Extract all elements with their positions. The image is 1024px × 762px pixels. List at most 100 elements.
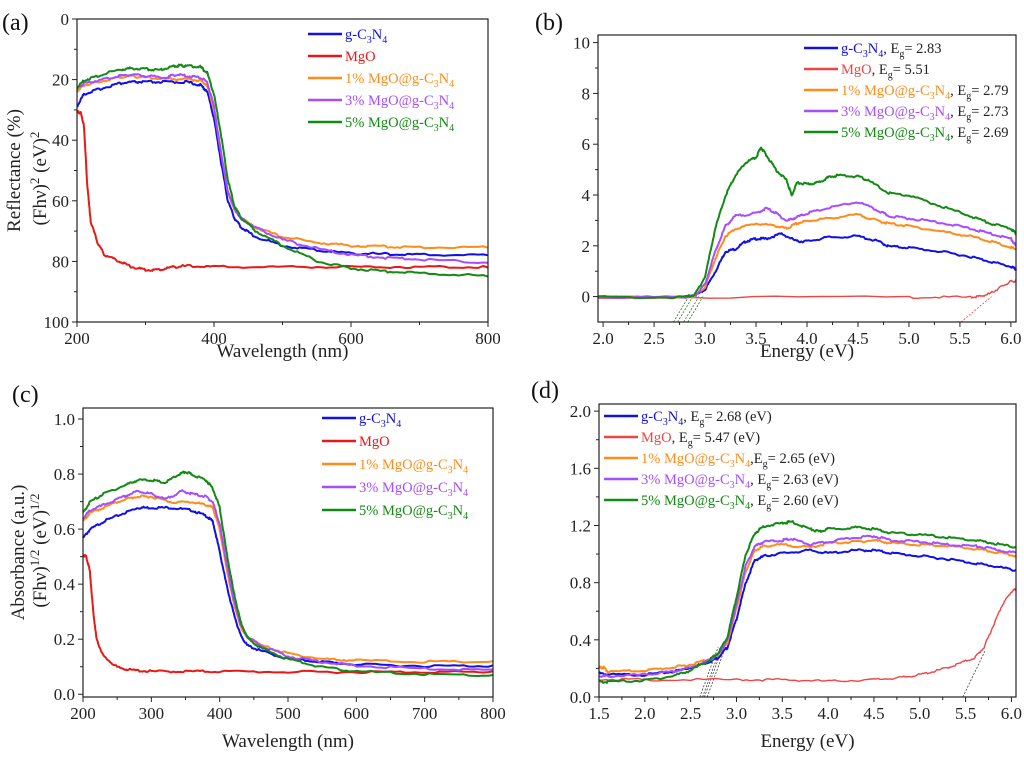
series-line-g-C3N4 (82, 505, 494, 669)
panel-label: (b) (535, 10, 563, 36)
tangent-line (706, 646, 726, 698)
legend-label: MgO, Eg= 5.47 (eV) (641, 430, 760, 449)
y-tick-label: 100 (44, 313, 70, 332)
panel-d: (d) 1.5 2.0 2.5 3.0 3.5 4.0 4.5 5.0 5.5 6.0 0.0 0.4 0… (27, 378, 1023, 752)
tangent-line (704, 646, 724, 698)
x-tick-label: 200 (70, 704, 96, 723)
y-tick-label: 20 (52, 71, 69, 90)
panel-b: (b) 2.0 2.5 3.0 3.5 4.0 4.5 5.0 5.5 6.0 0 2 4 6 8 10 Ene… (27, 10, 1022, 362)
series-line-3--MgO-g-C3N4 (597, 201, 1017, 299)
panel-c: (c) 200 300 400 500 600 700 800 0.0 0.2 0.4 0.6 0.8 1… (8, 382, 506, 752)
x-tick-label: 200 (64, 329, 90, 348)
y-tick-label: 80 (52, 252, 69, 271)
series-line-5--MgO-g-C3N4 (597, 146, 1017, 300)
x-tick-label: 2.0 (592, 329, 613, 348)
series-line-1--MgO-g-C3N4 (82, 494, 494, 664)
series-line-MgO (598, 588, 1017, 683)
legend-item: g-C3N4, Eg= 2.68 (eV) (604, 409, 772, 428)
series-line-g-C3N4 (597, 232, 1017, 300)
series-line-MgO (76, 110, 489, 272)
series-line-g-C3N4 (598, 548, 1017, 677)
y-tick-label: 0 (61, 10, 70, 29)
x-tick-label: 1.5 (588, 704, 609, 723)
y-tick-label: 4 (582, 186, 591, 205)
x-tick-label: 600 (344, 704, 370, 723)
legend-item: g-C3N4 (308, 27, 387, 46)
legend-label: 5% MgO@g-C3N4, Eg= 2.69 (841, 125, 1008, 144)
legend-label: g-C3N4, Eg= 2.83 (841, 41, 942, 60)
legend-label: 1% MgO@g-C3N4 (359, 457, 468, 476)
y-tick-label: 0.2 (54, 630, 75, 649)
series-line-5--MgO-g-C3N4 (598, 520, 1017, 684)
y-axis-label: Absorbance (a.u.) (8, 485, 29, 621)
series-line-MgO (597, 279, 1017, 299)
x-tick-label: 3.5 (745, 329, 766, 348)
legend-item: 5% MgO@g-C3N4 (308, 115, 454, 134)
legend-item: g-C3N4 (322, 411, 401, 430)
panel-label: (a) (2, 10, 29, 36)
tangent-line (699, 646, 719, 698)
series-line-1--MgO-g-C3N4 (597, 212, 1017, 300)
legend-label: 1% MgO@g-C3N4, Eg= 2.79 (841, 83, 1008, 102)
tangent-line (673, 296, 690, 323)
tangent-line (702, 646, 722, 698)
legend-label: 1% MgO@g-C3N4,Eg= 2.65 (eV) (641, 451, 835, 470)
legend-item: 1% MgO@g-C3N4 (308, 71, 454, 90)
legend-item: 1% MgO@g-C3N4, Eg= 2.79 (804, 83, 1008, 102)
legend-label: 1% MgO@g-C3N4 (345, 71, 454, 90)
tangent-line (683, 296, 700, 323)
legend-label: 3% MgO@g-C3N4 (345, 93, 454, 112)
series-line-5--MgO-g-C3N4 (76, 63, 489, 278)
y-tick-label: 6 (582, 135, 591, 154)
y-tick-label: 10 (573, 34, 590, 53)
y-tick-label: 2.0 (570, 402, 591, 421)
legend-item: MgO (308, 49, 376, 65)
x-tick-label: 300 (139, 704, 165, 723)
legend-item: 5% MgO@g-C3N4 (322, 503, 468, 522)
x-tick-label: 700 (412, 704, 438, 723)
x-tick-label: 5.5 (955, 704, 976, 723)
legend-label: MgO (359, 434, 390, 450)
legend-item: 1% MgO@g-C3N4 (322, 457, 468, 476)
x-tick-label: 600 (338, 329, 364, 348)
x-tick-label: 800 (480, 704, 506, 723)
legend-label: 5% MgO@g-C3N4, Eg= 2.60 (eV) (641, 493, 839, 512)
legend-item: 3% MgO@g-C3N4, Eg= 2.63 (eV) (604, 472, 839, 491)
legend-label: 5% MgO@g-C3N4 (345, 115, 454, 134)
tangent-line (677, 296, 694, 323)
y-axis-label: (Fhν)1/2 (eV)1/2 (27, 493, 52, 607)
legend-label: 5% MgO@g-C3N4 (359, 503, 468, 522)
legend-label: g-C3N4, Eg= 2.68 (eV) (641, 409, 772, 428)
legend-item: 5% MgO@g-C3N4, Eg= 2.60 (eV) (604, 493, 839, 512)
tangent-line (962, 651, 986, 698)
y-tick-label: 1.2 (570, 516, 591, 535)
legend-label: 3% MgO@g-C3N4, Eg= 2.63 (eV) (641, 472, 839, 491)
series-line-5--MgO-g-C3N4 (82, 470, 494, 677)
x-tick-label: 3.5 (772, 704, 793, 723)
y-axis-label: Reflectance (%) (4, 109, 25, 232)
y-tick-label: 8 (582, 84, 591, 103)
y-tick-label: 0.4 (54, 575, 76, 594)
x-tick-label: 4.0 (796, 329, 817, 348)
series-line-MgO (82, 554, 494, 675)
legend-item: MgO (322, 434, 390, 450)
x-tick-label: 5.0 (909, 704, 930, 723)
plot-frame (597, 34, 1017, 323)
legend-label: g-C3N4 (359, 411, 401, 430)
x-tick-label: 3.0 (694, 329, 715, 348)
legend-item: MgO, Eg= 5.51 (804, 62, 930, 81)
legend-item: MgO, Eg= 5.47 (eV) (604, 430, 760, 449)
legend-item: 3% MgO@g-C3N4 (308, 93, 454, 112)
series-line-3--MgO-g-C3N4 (76, 73, 489, 264)
legend-label: 3% MgO@g-C3N4, Eg= 2.73 (841, 104, 1008, 123)
x-axis-label: Wavelength (nm) (222, 731, 354, 752)
legend-label: g-C3N4 (345, 27, 387, 46)
x-tick-label: 5.0 (898, 329, 919, 348)
legend-label: MgO, Eg= 5.51 (841, 62, 930, 81)
plot-frame (76, 18, 489, 323)
y-tick-label: 0.0 (54, 685, 75, 704)
legend-item: 3% MgO@g-C3N4, Eg= 2.73 (804, 104, 1008, 123)
x-tick-label: 5.5 (949, 329, 970, 348)
x-tick-label: 2.5 (643, 329, 664, 348)
y-tick-label: 0 (582, 288, 591, 307)
